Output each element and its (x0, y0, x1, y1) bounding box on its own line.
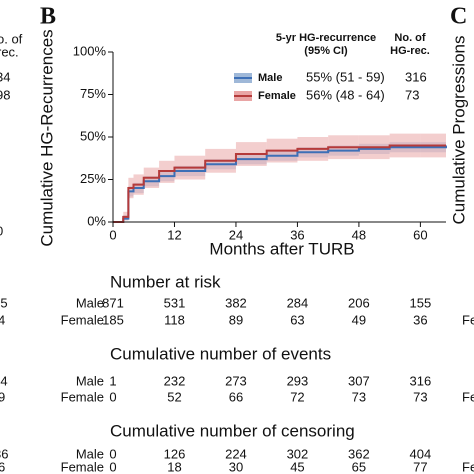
legend-label: Male (258, 72, 282, 84)
row-label: Male (76, 295, 104, 310)
y-tick-label: 50% (80, 128, 106, 143)
x-axis-label: Months after TURB (209, 239, 354, 258)
table-cell: 307 (348, 373, 370, 388)
x-tick-label: 12 (167, 227, 181, 242)
row-label: Female (61, 312, 104, 327)
table-cell: 0 (109, 459, 116, 474)
table-cell: 302 (287, 446, 309, 461)
table-cell: 52 (167, 389, 181, 404)
table-cell: 284 (287, 295, 309, 310)
table-cell: 531 (164, 295, 186, 310)
table-cell: 126 (164, 446, 186, 461)
fragment: Fe (462, 312, 474, 327)
table-cell: 66 (229, 389, 243, 404)
table-cell: 63 (290, 312, 304, 327)
table-cell: 45 (290, 459, 304, 474)
table-title: Number at risk (110, 272, 221, 291)
table-cell: 0 (109, 446, 116, 461)
fragment: o. of (0, 31, 23, 46)
y-axis-label: Cumulative HG-Recurrences (37, 29, 56, 246)
table-cell: 73 (352, 389, 366, 404)
legend-header: No. of (394, 32, 425, 44)
table-cell: 224 (225, 446, 247, 461)
legend-header: (95% CI) (304, 45, 348, 57)
x-tick-label: 60 (413, 227, 427, 242)
table-cell: 118 (164, 312, 185, 327)
panel-label: C (450, 4, 467, 30)
x-tick-label: 0 (109, 227, 116, 242)
table-cell: 77 (413, 459, 427, 474)
fragment: rec. (0, 44, 19, 59)
legend-summary: 56% (48 - 64) (306, 87, 385, 102)
table-cell: 89 (229, 312, 243, 327)
fragment: Fe (462, 389, 474, 404)
fragment: -5 (0, 295, 8, 310)
table-cell: 293 (287, 373, 309, 388)
step-line (113, 144, 446, 223)
y-tick-label: 75% (80, 86, 106, 101)
table-cell: 404 (410, 446, 432, 461)
table-cell: 49 (352, 312, 366, 327)
fragment: 0 (0, 223, 3, 238)
table-cell: 382 (225, 295, 247, 310)
legend-label: Female (258, 90, 296, 102)
y-tick-label: 25% (80, 171, 106, 186)
table-cell: 273 (225, 373, 247, 388)
fragment: 9 (0, 389, 5, 404)
fragment: 36 (0, 446, 8, 461)
row-label: Female (61, 459, 104, 474)
table-cell: 73 (413, 389, 427, 404)
table-cell: 232 (164, 373, 186, 388)
table-cell: 871 (102, 295, 124, 310)
panel-label: B (40, 4, 56, 30)
table-cell: 30 (229, 459, 243, 474)
table-cell: 18 (167, 459, 181, 474)
table-cell: 0 (109, 389, 116, 404)
row-label: Male (76, 446, 104, 461)
legend-events: 316 (405, 69, 427, 84)
fragment: 4 (0, 312, 5, 327)
table-cell: 65 (352, 459, 366, 474)
legend-summary: 55% (51 - 59) (306, 69, 385, 84)
legend-events: 73 (405, 87, 419, 102)
legend-header: HG-rec. (390, 45, 430, 57)
x-tick-label: 24 (229, 227, 243, 242)
table-cell: 36 (413, 312, 427, 327)
y-tick-label: 0% (87, 213, 106, 228)
y-axis-label: Cumulative Progressions (449, 36, 468, 225)
table-cell: 155 (410, 295, 432, 310)
table-cell: 185 (102, 312, 124, 327)
row-label: Male (76, 373, 104, 388)
legend-header: 5-yr HG-recurrence (276, 32, 376, 44)
table-title: Cumulative number of censoring (110, 421, 355, 440)
x-tick-label: 48 (352, 227, 366, 242)
table-cell: 72 (290, 389, 304, 404)
x-tick-label: 36 (290, 227, 304, 242)
table-cell: 206 (348, 295, 370, 310)
fragment: Fe (462, 459, 474, 474)
table-cell: 1 (109, 373, 116, 388)
fragment: 6 (0, 459, 5, 474)
table-title: Cumulative number of events (110, 344, 331, 363)
table-cell: 362 (348, 446, 370, 461)
fragment: -4 (0, 373, 8, 388)
fragment: 98 (0, 87, 10, 102)
y-tick-label: 100% (73, 43, 107, 58)
table-cell: 316 (410, 373, 432, 388)
row-label: Female (61, 389, 104, 404)
step-line (113, 145, 447, 223)
fragment: 34 (0, 69, 10, 84)
